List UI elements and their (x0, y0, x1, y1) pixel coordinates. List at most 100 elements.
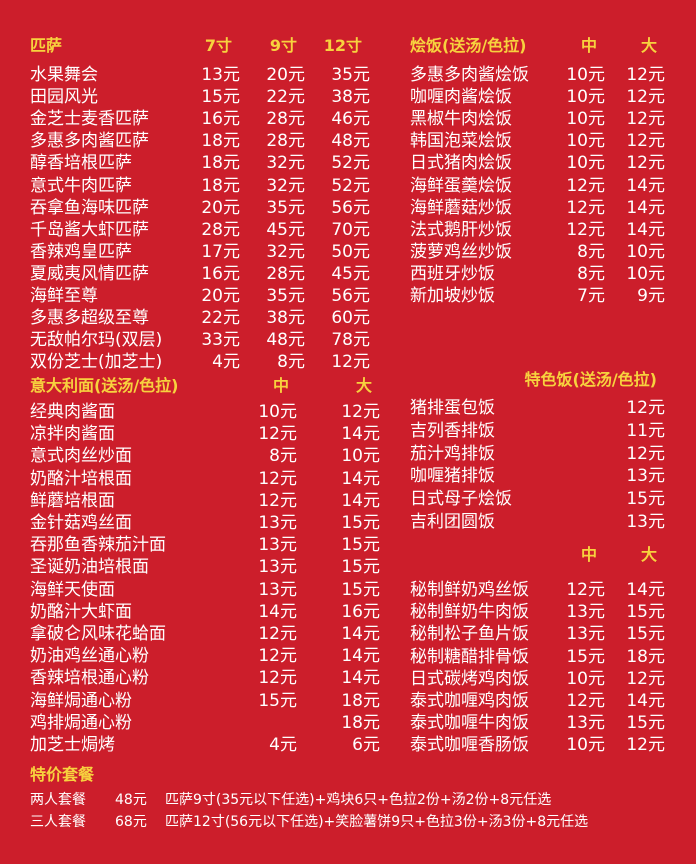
price: 15元 (341, 579, 380, 600)
price: 14元 (626, 197, 665, 218)
price: 10元 (566, 735, 605, 756)
section-title: 烩饭(送汤/色拉) (410, 36, 527, 55)
price: 12元 (341, 402, 380, 422)
price: 12元 (626, 735, 665, 756)
price: 35元 (266, 197, 305, 218)
column-header: 9寸 (269, 36, 297, 55)
price: 22元 (201, 308, 240, 329)
price: 15元 (566, 646, 605, 667)
price: 78元 (331, 330, 370, 351)
price: 13元 (201, 65, 240, 85)
price: 20元 (201, 286, 240, 306)
price: 12元 (626, 153, 665, 174)
price: 13元 (258, 513, 297, 533)
column-header: 7寸 (204, 36, 232, 55)
price: 14元 (258, 601, 297, 622)
price: 17元 (201, 241, 240, 262)
price: 14元 (341, 624, 380, 644)
price: 12元 (626, 398, 665, 418)
price: 10元 (566, 65, 605, 85)
item-name: 凉拌肉酱面 (30, 424, 115, 445)
price: 45元 (266, 219, 305, 240)
item-name: 意式肉丝炒面 (30, 446, 132, 467)
price: 12元 (566, 691, 605, 711)
price: 18元 (201, 175, 240, 196)
item-name: 秘制松子鱼片饭 (410, 624, 529, 645)
price: 12元 (626, 65, 665, 85)
price: 14元 (626, 580, 665, 600)
price: 12元 (626, 131, 665, 152)
price: 8元 (577, 241, 605, 262)
price: 13元 (566, 713, 605, 734)
price: 9元 (637, 286, 665, 306)
section-title: 意大利面(送汤/色拉) (30, 376, 179, 395)
price: 8元 (269, 446, 297, 467)
price: 28元 (266, 131, 305, 152)
item-name: 多惠多肉酱烩饭 (410, 65, 529, 85)
price: 10元 (566, 668, 605, 689)
price: 13元 (566, 624, 605, 645)
price: 12元 (626, 109, 665, 130)
price: 16元 (201, 263, 240, 284)
item-name: 海鲜至尊 (30, 286, 98, 306)
price: 15元 (626, 602, 665, 623)
price: 12元 (258, 624, 297, 644)
price: 8元 (277, 352, 305, 373)
item-name: 秘制鲜奶鸡丝饭 (410, 580, 529, 600)
item-name: 日式猪肉烩饭 (410, 153, 512, 174)
price: 7元 (577, 286, 605, 306)
item-name: 双份芝士(加芝士) (30, 352, 163, 373)
item-name: 奶酪汁大虾面 (30, 601, 132, 622)
item-name: 拿破仑风味花蛤面 (30, 624, 166, 644)
price: 14元 (341, 490, 380, 511)
price: 12元 (258, 490, 297, 511)
price: 32元 (266, 153, 305, 174)
item-name: 泰式咖喱牛肉饭 (410, 713, 529, 734)
combo-desc: 匹萨12寸(56元以下任选)+笑脸薯饼9只+色拉3份+汤3份+8元任选 (165, 814, 589, 830)
price: 14元 (626, 691, 665, 711)
item-name: 黑椒牛肉烩饭 (410, 109, 512, 130)
price: 10元 (566, 109, 605, 130)
price: 22元 (266, 87, 305, 108)
price: 12元 (258, 424, 297, 445)
price: 60元 (331, 308, 370, 329)
price: 35元 (266, 286, 305, 306)
price: 45元 (331, 263, 370, 284)
item-name: 鲜蘑培根面 (30, 490, 115, 511)
price: 32元 (266, 241, 305, 262)
item-name: 海鲜焗通心粉 (30, 690, 132, 711)
section-title: 匹萨 (30, 36, 63, 55)
item-name: 法式鹅肝炒饭 (410, 219, 512, 240)
price: 12元 (626, 668, 665, 689)
price: 38元 (331, 87, 370, 108)
price: 18元 (626, 646, 665, 667)
price: 46元 (331, 109, 370, 130)
item-name: 吉利团圆饭 (410, 512, 495, 532)
price: 14元 (341, 424, 380, 445)
price: 52元 (331, 175, 370, 196)
column-header: 中 (272, 376, 289, 395)
price: 33元 (201, 330, 240, 351)
price: 10元 (566, 153, 605, 174)
price: 56元 (331, 197, 370, 218)
price: 12元 (566, 175, 605, 196)
item-name: 香辣鸡皇匹萨 (30, 241, 132, 262)
price: 18元 (201, 131, 240, 152)
item-name: 鸡排焗通心粉 (30, 712, 132, 733)
item-name: 西班牙炒饭 (410, 263, 495, 284)
item-name: 金芝士麦香匹萨 (30, 109, 149, 130)
price: 10元 (566, 87, 605, 108)
price: 16元 (201, 109, 240, 130)
price: 15元 (201, 87, 240, 108)
item-name: 吉列香排饭 (410, 420, 495, 441)
price: 15元 (341, 557, 380, 578)
price: 16元 (341, 601, 380, 622)
price: 14元 (626, 175, 665, 196)
price: 12元 (258, 668, 297, 689)
price: 52元 (331, 153, 370, 174)
column-header: 中 (580, 545, 597, 564)
price: 12元 (566, 219, 605, 240)
price: 10元 (626, 263, 665, 284)
item-name: 千岛酱大虾匹萨 (30, 219, 149, 240)
